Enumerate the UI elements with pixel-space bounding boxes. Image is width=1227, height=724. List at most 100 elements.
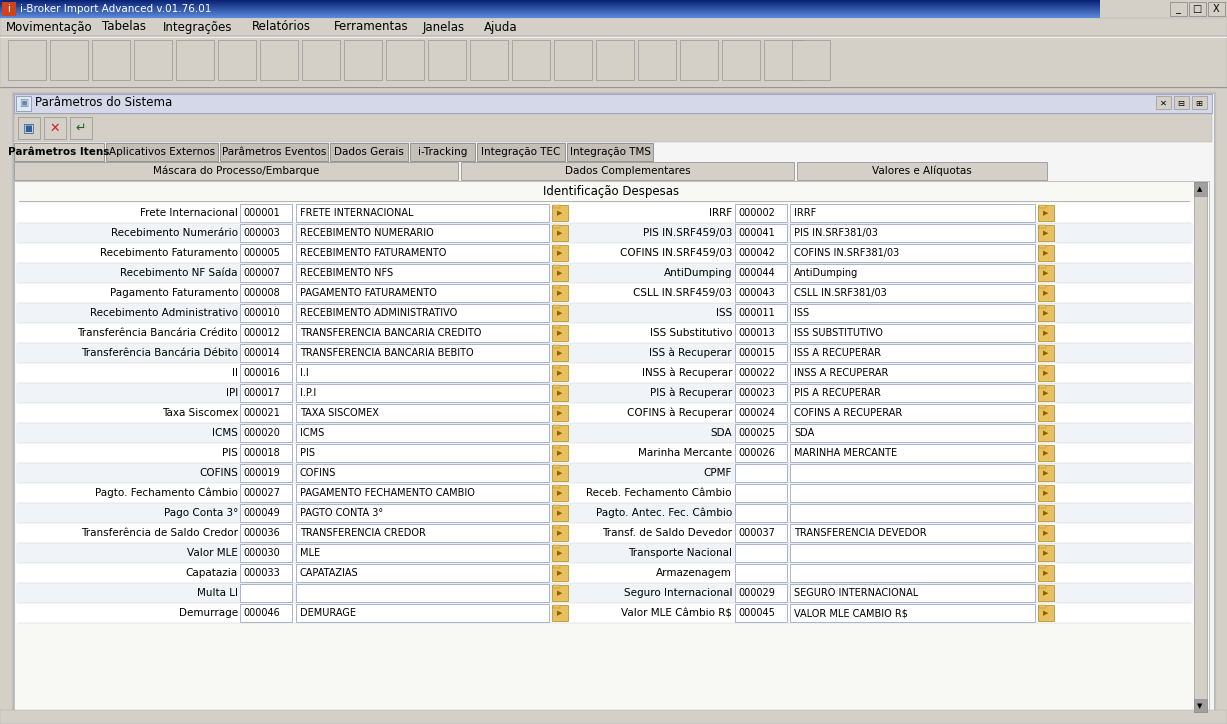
- Text: Tabelas: Tabelas: [102, 20, 146, 33]
- Bar: [0, 710, 1227, 724]
- Bar: [330, 143, 409, 161]
- Bar: [296, 444, 548, 462]
- Bar: [296, 364, 548, 382]
- Bar: [1194, 699, 1207, 712]
- Bar: [240, 204, 292, 222]
- Bar: [1038, 285, 1054, 301]
- Text: □: □: [1193, 4, 1201, 14]
- Text: ▶: ▶: [1043, 350, 1049, 356]
- Text: ▶: ▶: [557, 250, 563, 256]
- Bar: [16, 323, 1193, 343]
- Bar: [1194, 182, 1207, 712]
- Text: ▶: ▶: [1043, 250, 1049, 256]
- Text: ▶: ▶: [557, 310, 563, 316]
- Bar: [240, 244, 292, 262]
- Text: ✕: ✕: [50, 122, 60, 135]
- Text: ▲: ▲: [1198, 186, 1202, 192]
- Bar: [1038, 345, 1054, 361]
- Text: 000008: 000008: [243, 288, 280, 298]
- Bar: [240, 224, 292, 242]
- Text: SEGURO INTERNACIONAL: SEGURO INTERNACIONAL: [794, 588, 918, 598]
- Bar: [790, 364, 1036, 382]
- Text: Pago Conta 3°: Pago Conta 3°: [163, 508, 238, 518]
- Text: RECEBIMENTO NFS: RECEBIMENTO NFS: [299, 268, 393, 278]
- Text: Máscara do Processo/Embarque: Máscara do Processo/Embarque: [153, 166, 319, 176]
- Text: ▶: ▶: [1043, 330, 1049, 336]
- Bar: [555, 40, 591, 80]
- Bar: [1039, 525, 1045, 528]
- Bar: [296, 484, 548, 502]
- Bar: [552, 385, 568, 401]
- Bar: [1194, 182, 1207, 196]
- Text: ▶: ▶: [557, 390, 563, 396]
- Text: 000026: 000026: [737, 448, 775, 458]
- Text: SDA: SDA: [710, 428, 733, 438]
- Text: Valor MLE: Valor MLE: [188, 548, 238, 558]
- Text: Aplicativos Externos: Aplicativos Externos: [109, 147, 215, 157]
- Bar: [240, 504, 292, 522]
- Bar: [296, 384, 548, 402]
- Text: Transporte Nacional: Transporte Nacional: [628, 548, 733, 558]
- Bar: [552, 365, 568, 381]
- Bar: [735, 364, 787, 382]
- Bar: [0, 0, 1227, 18]
- Bar: [296, 224, 548, 242]
- Bar: [16, 443, 1193, 463]
- Text: CAPATAZIAS: CAPATAZIAS: [299, 568, 358, 578]
- Bar: [240, 544, 292, 562]
- Bar: [302, 40, 340, 80]
- Bar: [1038, 445, 1054, 461]
- Bar: [721, 40, 760, 80]
- Text: TRANSFERENCIA BANCARIA CREDITO: TRANSFERENCIA BANCARIA CREDITO: [299, 328, 481, 338]
- Text: ▶: ▶: [1043, 410, 1049, 416]
- Text: INSS A RECUPERAR: INSS A RECUPERAR: [794, 368, 888, 378]
- Bar: [16, 263, 1193, 283]
- Text: ▶: ▶: [557, 410, 563, 416]
- Bar: [735, 404, 787, 422]
- Text: 000013: 000013: [737, 328, 774, 338]
- Bar: [16, 223, 1193, 243]
- Text: ▶: ▶: [1043, 550, 1049, 556]
- Bar: [0, 11, 1099, 12]
- Text: ▶: ▶: [1043, 530, 1049, 536]
- Bar: [552, 565, 568, 581]
- Text: COFINS A RECUPERAR: COFINS A RECUPERAR: [794, 408, 902, 418]
- Text: Integrações: Integrações: [163, 20, 233, 33]
- Text: ▶: ▶: [1043, 270, 1049, 276]
- Bar: [791, 40, 829, 80]
- Text: 000043: 000043: [737, 288, 774, 298]
- Text: ▶: ▶: [557, 290, 563, 296]
- Text: ⊞: ⊞: [1195, 98, 1202, 107]
- Text: _: _: [1175, 4, 1180, 14]
- Bar: [0, 36, 1227, 88]
- Text: ISS: ISS: [794, 308, 809, 318]
- Bar: [16, 303, 1193, 323]
- Text: PIS: PIS: [299, 448, 315, 458]
- Text: 000023: 000023: [737, 388, 775, 398]
- Bar: [16, 583, 1193, 603]
- Text: 000017: 000017: [243, 388, 280, 398]
- Text: COFINS IN.SRF381/03: COFINS IN.SRF381/03: [794, 248, 899, 258]
- Bar: [790, 564, 1036, 582]
- Bar: [240, 444, 292, 462]
- Bar: [0, 4, 1099, 5]
- Text: i: i: [7, 4, 10, 14]
- Text: 000044: 000044: [737, 268, 774, 278]
- Bar: [552, 525, 568, 541]
- Bar: [1038, 305, 1054, 321]
- Bar: [552, 225, 568, 241]
- Bar: [552, 265, 568, 281]
- Text: Frete Internacional: Frete Internacional: [140, 208, 238, 218]
- Bar: [296, 304, 548, 322]
- Text: VALOR MLE CAMBIO R$: VALOR MLE CAMBIO R$: [794, 608, 908, 618]
- Bar: [16, 343, 1193, 363]
- Bar: [296, 284, 548, 302]
- Bar: [1038, 325, 1054, 341]
- Text: ▶: ▶: [557, 570, 563, 576]
- Text: Dados Gerais: Dados Gerais: [334, 147, 404, 157]
- Bar: [790, 264, 1036, 282]
- Text: 000045: 000045: [737, 608, 775, 618]
- Bar: [16, 383, 1193, 403]
- Bar: [296, 324, 548, 342]
- Text: ▶: ▶: [1043, 370, 1049, 376]
